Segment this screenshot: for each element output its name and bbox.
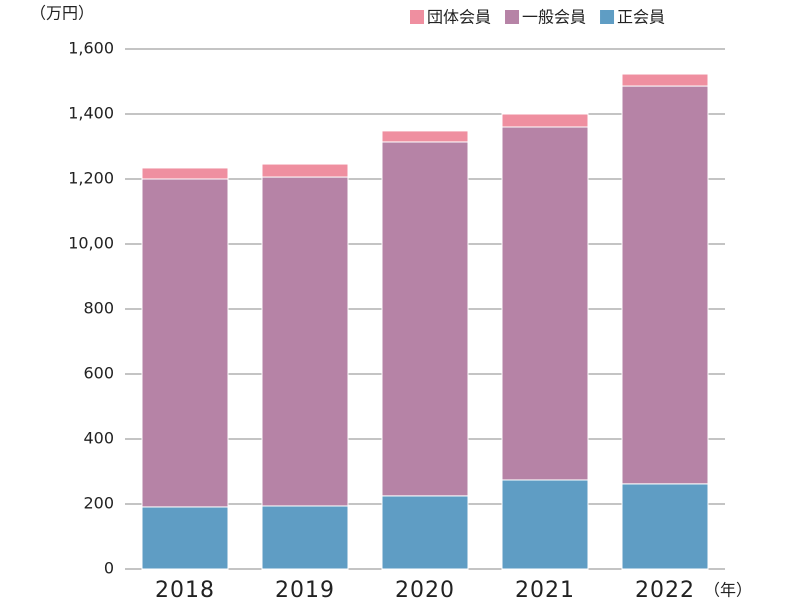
bar-segment — [381, 130, 469, 143]
bar-segment — [501, 479, 589, 570]
y-tick-label: 200 — [83, 494, 114, 513]
legend-label: 一般会員 — [522, 8, 586, 27]
bar-segment — [261, 505, 349, 570]
bar-segment — [381, 495, 469, 570]
bar-segment — [621, 73, 709, 87]
bar-segment — [621, 483, 709, 570]
x-tick-label: 2021 — [515, 578, 575, 600]
bar-segment — [621, 85, 709, 485]
y-tick-label: 1,400 — [68, 104, 114, 123]
y-tick-label: 800 — [83, 299, 114, 318]
y-tick-label: 1,600 — [68, 39, 114, 58]
y-unit: （万円） — [30, 4, 94, 23]
y-tick-label: 10,00 — [68, 234, 114, 253]
bar-segment — [261, 163, 349, 178]
y-tick-label: 1,200 — [68, 169, 114, 188]
legend-swatch — [505, 10, 520, 24]
y-tick-label: 600 — [83, 364, 114, 383]
x-tick-label: 2022 — [635, 578, 695, 600]
legend-label: 団体会員 — [427, 8, 491, 27]
bar-segment — [501, 126, 589, 481]
bar-segment — [261, 176, 349, 507]
bar-segment — [381, 141, 469, 497]
bar-segment — [141, 506, 229, 570]
legend-swatch — [410, 10, 424, 24]
y-tick-label: 400 — [83, 429, 114, 448]
bar-segment — [141, 178, 229, 508]
legend-label: 正会員 — [617, 8, 665, 27]
x-unit: （年） — [704, 581, 752, 600]
x-tick-label: 2018 — [155, 578, 215, 600]
x-tick-label: 2019 — [275, 578, 335, 600]
legend-swatch — [600, 10, 615, 24]
bar-segment — [501, 113, 589, 128]
x-tick-label: 2020 — [395, 578, 455, 600]
bar-segment — [141, 167, 229, 180]
y-tick-label: 0 — [104, 559, 114, 578]
